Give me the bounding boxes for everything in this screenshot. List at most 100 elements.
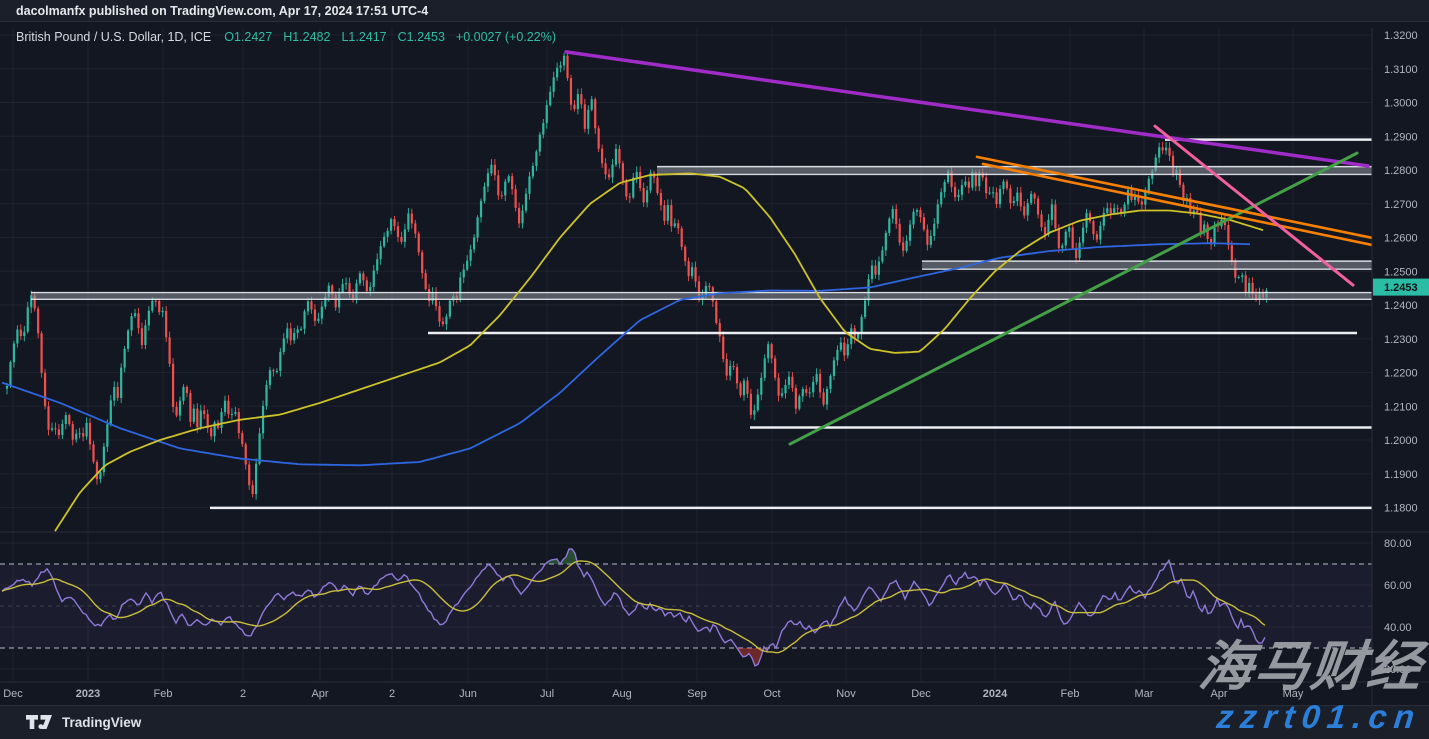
candle-body [874, 265, 877, 275]
candle-body [417, 233, 420, 253]
candle-body [376, 259, 379, 271]
ohlc-low: L1.2417 [341, 30, 387, 44]
candle-body [490, 164, 493, 174]
candle-body [421, 252, 424, 274]
candle-body [500, 195, 503, 197]
time-axis-label: Mar [1135, 688, 1154, 700]
candle-body [1075, 248, 1078, 258]
trendline-green[interactable] [788, 151, 1359, 446]
candle-body [255, 463, 258, 495]
candle-body [445, 316, 448, 325]
candle-body [590, 99, 593, 110]
candle-body [1140, 201, 1143, 205]
candle-body [915, 210, 919, 212]
price-axis-label: 1.1900 [1384, 469, 1418, 481]
candle-body [448, 300, 451, 317]
candle-body [1230, 245, 1233, 262]
trendline-orange-upper[interactable] [975, 155, 1372, 240]
candle-body [784, 384, 787, 394]
trendline-pink[interactable] [1153, 124, 1355, 287]
price-axis-label: 1.2100 [1384, 401, 1418, 413]
zone-1-2520-zone[interactable] [922, 261, 1372, 270]
candle-body [708, 285, 711, 288]
ma-yellow-line[interactable] [54, 172, 1264, 532]
candle-body [950, 170, 953, 187]
candle-body [438, 306, 441, 322]
rsi-axis-label: 20.00 [1384, 664, 1412, 676]
candle-body [306, 301, 310, 312]
candle-body [535, 151, 538, 166]
candle-body [635, 171, 638, 178]
candle-body [760, 377, 763, 395]
candle-body [237, 412, 240, 434]
separators [0, 28, 1429, 705]
candle-body [493, 164, 496, 176]
candle-body [639, 171, 642, 189]
candle-body [597, 128, 600, 149]
candle-body [1126, 189, 1130, 205]
candle-body [531, 165, 535, 177]
candle-body [756, 394, 759, 411]
candle-body [1165, 147, 1168, 151]
candle-body [372, 270, 375, 287]
ma-blue-line[interactable] [1, 242, 1251, 467]
candle-body [992, 192, 995, 194]
candle-body [282, 338, 285, 352]
candle-body [92, 444, 95, 462]
trendline-purple[interactable] [564, 50, 1370, 168]
candle-body [953, 186, 957, 198]
price-pane[interactable] [1, 50, 1372, 532]
tradingview-brand-text[interactable]: TradingView [62, 715, 142, 730]
candle-body [618, 148, 621, 164]
last-price-label[interactable]: 1.2453 [1373, 278, 1429, 296]
candle-body [538, 134, 541, 152]
candle-body [687, 261, 690, 277]
price-axis-label: 1.3000 [1384, 98, 1418, 110]
candle-body [1012, 201, 1015, 204]
ohlc-high: H1.2482 [283, 30, 331, 44]
candle-body [265, 384, 268, 406]
candle-body [877, 261, 881, 275]
rsi-pane[interactable] [0, 548, 1372, 667]
candle-body [943, 181, 946, 193]
candle-body [908, 224, 912, 241]
candle-body [317, 318, 320, 321]
candle-body [1203, 224, 1206, 232]
tradingview-logo-icon[interactable] [26, 715, 53, 730]
candle-body [1078, 242, 1081, 258]
candle-body [507, 176, 510, 182]
candle-body [1161, 147, 1164, 151]
candle-body [1116, 208, 1119, 210]
candle-body [341, 284, 344, 293]
time-axis-label: Feb [154, 688, 173, 700]
candle-body [646, 190, 649, 203]
price-axis-label: 1.2500 [1384, 266, 1418, 278]
candle-body [1133, 196, 1137, 201]
rsi-line[interactable] [1, 548, 1266, 667]
candle-body [106, 424, 109, 447]
candle-body [718, 323, 721, 337]
symbol-legend[interactable]: British Pound / U.S. Dollar, 1D, ICE O1.… [16, 30, 556, 44]
candle-body [310, 301, 313, 310]
candle-body [324, 296, 327, 307]
candle-body [521, 210, 524, 224]
candle-body [1120, 209, 1123, 213]
candle-body [1023, 206, 1026, 216]
candle-body [33, 295, 36, 309]
candle-body [5, 386, 9, 389]
candle-body [604, 163, 607, 175]
candle-body [396, 226, 400, 237]
trendline-orange-lower[interactable] [981, 162, 1372, 247]
candle-body [985, 177, 988, 194]
candle-body [303, 311, 306, 329]
time-axis-label: Apr [1210, 688, 1227, 700]
candle-body [732, 365, 735, 368]
rsi-ma-line[interactable] [1, 560, 1266, 654]
time-axis-label: May [1283, 688, 1304, 700]
candle-body [407, 213, 410, 230]
candle-body [767, 344, 770, 359]
time-axis-label: 2 [240, 688, 246, 700]
candle-body [230, 413, 233, 415]
candle-body [594, 99, 597, 129]
